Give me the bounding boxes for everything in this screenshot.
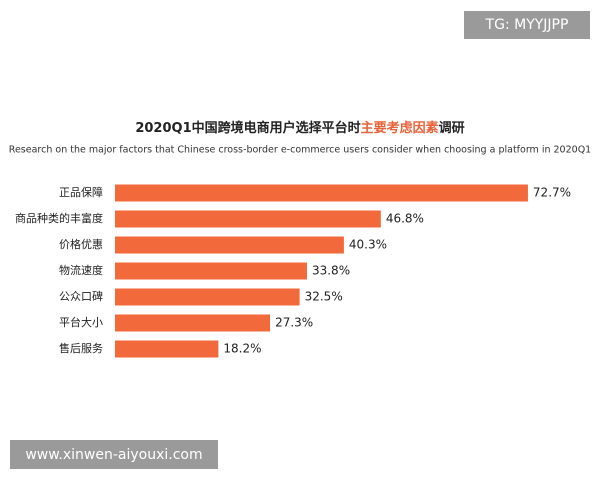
value-label: 32.5% [305, 290, 343, 304]
bar [115, 236, 344, 254]
chart-subtitle: Research on the major factors that Chine… [9, 145, 591, 156]
title-part: 2020Q1中国跨境电商用户选择平台时 [135, 120, 360, 136]
y-tick-label: 售后服务 [59, 341, 103, 355]
watermark-box [10, 440, 218, 469]
bar [115, 340, 219, 358]
value-label: 33.8% [312, 264, 350, 278]
y-tick-label: 平台大小 [59, 315, 103, 329]
value-label: 40.3% [349, 238, 387, 252]
watermark-box [464, 11, 590, 39]
bar [115, 210, 381, 228]
bar [115, 262, 307, 280]
y-tick-label: 价格优惠 [59, 237, 103, 251]
value-label: 18.2% [223, 342, 261, 356]
title-part: 主要考虑因素 [361, 120, 439, 136]
value-label: 72.7% [533, 186, 571, 200]
bar [115, 288, 300, 306]
value-label: 46.8% [386, 212, 424, 226]
y-tick-label: 正品保障 [59, 185, 103, 199]
chart-title: 2020Q1中国跨境电商用户选择平台时主要考虑因素调研 [135, 120, 464, 136]
bar [115, 314, 271, 332]
y-tick-label: 商品种类的丰富度 [15, 211, 103, 225]
bar [115, 184, 528, 202]
y-tick-label: 物流速度 [59, 263, 103, 277]
value-label: 27.3% [275, 316, 313, 330]
watermark: TG: MYYJJPP [485, 17, 569, 33]
y-tick-label: 公众口碑 [59, 290, 103, 303]
title-part: 调研 [439, 121, 465, 136]
watermark: www.xinwen-aiyouxi.com [25, 447, 202, 463]
